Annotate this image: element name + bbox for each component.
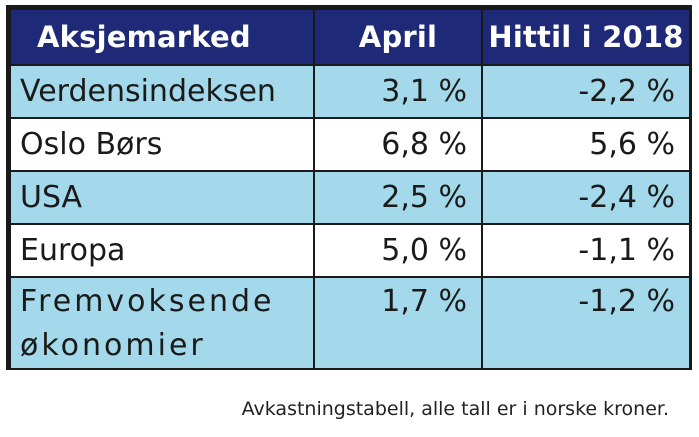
cell-ytd: -2,4 %: [481, 170, 691, 225]
table-row: USA 2,5 % -2,4 %: [9, 170, 691, 225]
cell-april: 2,5 %: [313, 170, 483, 225]
cell-market: Europa: [9, 223, 315, 278]
cell-april: 5,0 %: [313, 223, 483, 278]
table-body: Verdensindeksen 3,1 % -2,2 % Oslo Børs 6…: [9, 64, 691, 370]
cell-april: 6,8 %: [313, 117, 483, 172]
returns-table-container: Aksjemarked April Hittil i 2018 Verdensi…: [6, 5, 692, 370]
cell-market: Oslo Børs: [9, 117, 315, 172]
cell-market: Fremvoksende økonomier: [9, 276, 315, 370]
cell-market-line1: Fremvoksende: [20, 284, 275, 319]
cell-ytd: -1,1 %: [481, 223, 691, 278]
cell-ytd: -2,2 %: [481, 64, 691, 119]
table-row: Europa 5,0 % -1,1 %: [9, 223, 691, 278]
header-april: April: [313, 8, 483, 66]
cell-april: 1,7 %: [313, 276, 483, 370]
cell-market-line2: økonomier: [20, 328, 206, 363]
cell-april: 3,1 %: [313, 64, 483, 119]
table-row: Oslo Børs 6,8 % 5,6 %: [9, 117, 691, 172]
table-row: Fremvoksende økonomier 1,7 % -1,2 %: [9, 276, 691, 370]
table-caption: Avkastningstabell, alle tall er i norske…: [241, 398, 669, 420]
header-row: Aksjemarked April Hittil i 2018: [9, 8, 691, 66]
cell-market: Verdensindeksen: [9, 64, 315, 119]
cell-ytd: 5,6 %: [481, 117, 691, 172]
cell-ytd: -1,2 %: [481, 276, 691, 370]
header-market: Aksjemarked: [9, 8, 315, 66]
returns-table: Aksjemarked April Hittil i 2018 Verdensi…: [9, 8, 691, 370]
header-ytd: Hittil i 2018: [481, 8, 691, 66]
table-row: Verdensindeksen 3,1 % -2,2 %: [9, 64, 691, 119]
table-header: Aksjemarked April Hittil i 2018: [9, 8, 691, 66]
cell-market: USA: [9, 170, 315, 225]
